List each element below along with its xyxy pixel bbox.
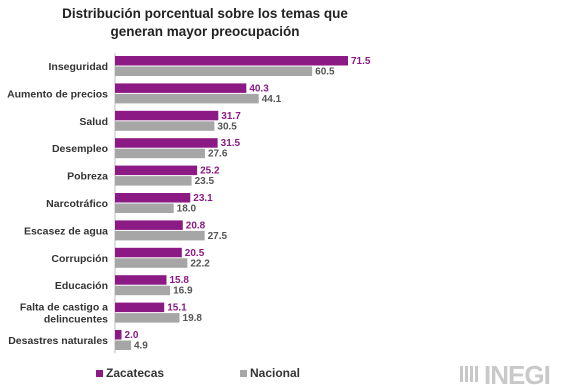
inegi-logo-grid-icon	[460, 366, 480, 382]
category-label: delincuentes	[44, 314, 108, 326]
bar-nacional-3	[115, 148, 205, 159]
chart-title-line-2: generan mayor preocupación	[110, 24, 300, 39]
legend-item-nacional: Nacional	[240, 366, 300, 380]
bar-nacional-9	[115, 313, 180, 323]
bar-zacatecas-7	[115, 247, 182, 258]
bar-zacatecas-10	[115, 330, 122, 340]
data-label-zacatecas: 20.5	[185, 248, 205, 259]
bar-zacatecas-6	[115, 220, 183, 230]
category-label: Narcotráfico	[46, 198, 108, 210]
category-label: Salud	[79, 116, 108, 128]
data-label-nacional: 18.0	[177, 204, 197, 215]
inegi-logo-text: INEGI	[484, 360, 551, 385]
data-label-nacional: 27.5	[208, 231, 228, 242]
data-label-zacatecas: 15.1	[167, 303, 187, 314]
data-label-nacional: 44.1	[262, 94, 282, 105]
data-label-zacatecas: 23.1	[193, 193, 213, 204]
data-label-zacatecas: 31.7	[221, 111, 241, 122]
data-label-zacatecas: 31.5	[221, 138, 241, 149]
data-label-nacional: 16.9	[173, 286, 193, 297]
bar-nacional-1	[115, 93, 259, 104]
category-label: Educación	[55, 280, 108, 292]
data-label-zacatecas: 71.5	[351, 56, 371, 67]
data-label-zacatecas: 20.8	[186, 220, 206, 231]
bar-nacional-4	[115, 176, 192, 186]
data-label-zacatecas: 15.8	[169, 275, 189, 286]
data-label-nacional: 4.9	[134, 341, 148, 352]
bar-chart: Inseguridad 71.5 60.5 Aumento de precios 40.…	[7, 53, 371, 354]
bar-zacatecas-0	[115, 56, 348, 66]
category-label: Inseguridad	[48, 61, 108, 73]
data-label-nacional: 19.8	[183, 313, 203, 324]
data-label-zacatecas: 40.3	[249, 83, 269, 94]
bar-nacional-6	[115, 230, 205, 241]
bar-zacatecas-4	[115, 165, 198, 176]
legend-label-nacional: Nacional	[250, 366, 301, 380]
category-label: Desempleo	[52, 143, 108, 155]
legend-swatch-nacional	[240, 369, 247, 377]
bar-nacional-2	[115, 121, 215, 131]
bar-zacatecas-5	[115, 193, 191, 203]
chart-title-line-1: Distribución porcentual sobre los temas …	[62, 6, 348, 21]
inegi-logo: INEGI	[460, 360, 586, 385]
legend-label-zacatecas: Zacatecas	[106, 366, 165, 380]
data-label-nacional: 60.5	[315, 67, 335, 78]
category-label: Falta de castigo a	[20, 302, 108, 314]
category-label: Pobreza	[67, 171, 108, 183]
chart-title: Distribución porcentual sobre los temas …	[0, 6, 586, 46]
legend-item-zacatecas: Zacatecas	[96, 366, 164, 380]
data-label-nacional: 27.6	[208, 149, 228, 160]
category-label: Corrupción	[51, 253, 108, 265]
bar-zacatecas-2	[115, 110, 219, 121]
bar-nacional-10	[115, 340, 131, 350]
category-label: Aumento de precios	[7, 88, 108, 100]
bar-nacional-0	[115, 66, 313, 76]
data-label-nacional: 22.2	[190, 258, 210, 269]
legend-swatch-zacatecas	[96, 369, 103, 377]
bar-nacional-7	[115, 258, 188, 268]
bar-zacatecas-1	[115, 83, 247, 93]
bar-nacional-5	[115, 203, 174, 213]
data-label-nacional: 30.5	[217, 121, 237, 132]
data-label-nacional: 23.5	[195, 176, 215, 187]
bar-nacional-8	[115, 285, 171, 296]
data-label-zacatecas: 2.0	[125, 330, 139, 341]
category-label: Desastres naturales	[8, 335, 108, 347]
category-label: Escasez de agua	[24, 225, 108, 237]
bar-zacatecas-9	[115, 302, 165, 313]
bar-zacatecas-3	[115, 138, 218, 148]
bar-zacatecas-8	[115, 275, 167, 285]
data-label-zacatecas: 25.2	[200, 166, 220, 177]
